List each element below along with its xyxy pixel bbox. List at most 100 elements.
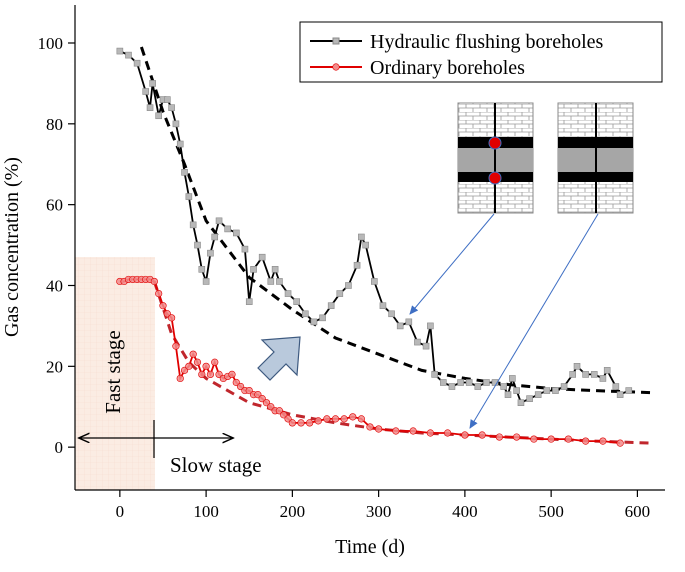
data-point bbox=[440, 379, 447, 386]
data-point bbox=[159, 302, 167, 310]
data-point bbox=[422, 342, 430, 350]
data-point bbox=[465, 379, 473, 386]
data-point bbox=[211, 233, 219, 241]
fit-curve bbox=[152, 281, 651, 445]
data-point bbox=[193, 358, 202, 366]
data-point bbox=[142, 88, 150, 95]
data-point bbox=[331, 415, 340, 423]
data-point bbox=[431, 371, 438, 378]
data-point bbox=[267, 278, 275, 285]
series-line bbox=[119, 50, 630, 404]
x-tick-label: 0 bbox=[116, 502, 125, 521]
data-point bbox=[560, 383, 568, 390]
data-point bbox=[375, 425, 383, 433]
data-point bbox=[185, 362, 193, 370]
data-point bbox=[198, 370, 206, 379]
data-point bbox=[552, 387, 559, 394]
pointer-arrow bbox=[469, 213, 599, 429]
data-point bbox=[543, 387, 551, 394]
data-point bbox=[366, 423, 374, 431]
inset-ordinary bbox=[557, 102, 634, 214]
data-point bbox=[495, 433, 503, 441]
data-point bbox=[379, 302, 387, 310]
data-point bbox=[202, 278, 210, 285]
plot-area bbox=[116, 46, 651, 447]
data-point bbox=[306, 419, 314, 427]
data-point bbox=[125, 51, 132, 59]
data-point bbox=[483, 379, 490, 386]
data-point bbox=[133, 59, 141, 67]
data-point bbox=[526, 395, 533, 402]
data-point bbox=[288, 419, 296, 427]
x-tick-label: 500 bbox=[538, 502, 564, 521]
legend-label: Ordinary boreholes bbox=[370, 57, 525, 79]
data-point bbox=[349, 413, 357, 421]
y-tick-label: 20 bbox=[46, 357, 63, 376]
fast-stage-label: Fast stage bbox=[101, 330, 125, 413]
data-point bbox=[362, 241, 369, 249]
data-point bbox=[202, 362, 210, 370]
data-point bbox=[599, 437, 607, 445]
data-point bbox=[625, 387, 633, 394]
data-point bbox=[409, 427, 417, 435]
data-point bbox=[155, 289, 163, 298]
data-point bbox=[189, 221, 197, 229]
y-axis-title: Gas concentration (%) bbox=[1, 157, 23, 337]
y-tick-label: 60 bbox=[46, 196, 63, 215]
data-point bbox=[582, 437, 590, 445]
slow-stage-label: Slow stage bbox=[170, 453, 262, 477]
inset-hydraulic bbox=[457, 102, 534, 214]
data-point bbox=[116, 47, 124, 55]
data-point bbox=[517, 399, 525, 407]
data-point bbox=[414, 338, 421, 346]
data-point bbox=[444, 429, 452, 437]
data-point bbox=[224, 225, 231, 233]
data-point bbox=[327, 302, 335, 310]
x-tick-label: 400 bbox=[452, 502, 478, 521]
data-point bbox=[426, 429, 434, 437]
data-point bbox=[241, 245, 249, 253]
data-point bbox=[297, 419, 305, 427]
data-point bbox=[176, 140, 184, 148]
data-point bbox=[590, 371, 598, 378]
x-tick-label: 100 bbox=[193, 502, 219, 521]
x-tick-label: 200 bbox=[280, 502, 306, 521]
fast-stage-region bbox=[75, 257, 155, 490]
data-point bbox=[427, 322, 434, 330]
data-point bbox=[172, 120, 180, 128]
data-point bbox=[168, 314, 176, 322]
data-point bbox=[284, 290, 292, 297]
data-point bbox=[371, 278, 378, 285]
data-point bbox=[388, 310, 395, 318]
data-point bbox=[564, 435, 572, 443]
data-point bbox=[478, 431, 486, 439]
data-point bbox=[513, 387, 520, 394]
data-point bbox=[194, 241, 201, 249]
data-point bbox=[215, 217, 223, 225]
data-point bbox=[357, 415, 365, 423]
legend: Hydraulic flushing boreholes Ordinary bor… bbox=[299, 21, 663, 83]
y-tick-label: 0 bbox=[55, 438, 64, 457]
data-point bbox=[163, 96, 171, 103]
data-point bbox=[396, 322, 404, 330]
data-point bbox=[530, 435, 538, 443]
data-point bbox=[616, 391, 624, 398]
data-point bbox=[271, 266, 279, 273]
data-point bbox=[250, 266, 257, 273]
data-point bbox=[276, 278, 283, 285]
data-point bbox=[189, 350, 197, 358]
data-point bbox=[573, 363, 581, 370]
trend-arrow bbox=[257, 336, 301, 381]
data-point bbox=[233, 229, 240, 237]
data-point bbox=[245, 298, 253, 305]
data-point bbox=[168, 104, 175, 111]
data-point bbox=[448, 383, 456, 390]
data-point bbox=[207, 249, 214, 257]
data-point bbox=[150, 277, 158, 286]
legend-marker bbox=[332, 63, 340, 71]
data-point bbox=[258, 253, 266, 261]
y-tick-label: 100 bbox=[38, 34, 64, 53]
data-point bbox=[155, 112, 162, 120]
data-point bbox=[323, 415, 331, 423]
